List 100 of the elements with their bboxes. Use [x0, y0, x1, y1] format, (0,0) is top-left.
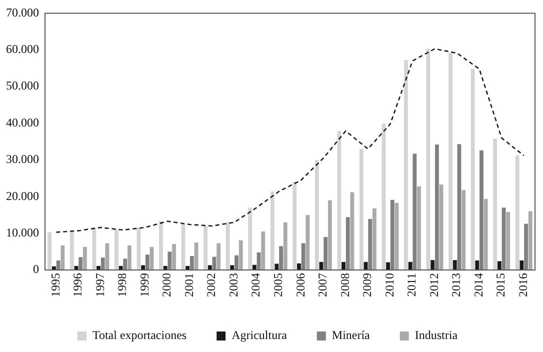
y-tick-label: 60.000	[6, 42, 39, 56]
bar	[346, 217, 350, 270]
bar	[497, 261, 502, 270]
legend-label: Total exportaciones	[92, 328, 187, 342]
bar	[515, 156, 520, 270]
bar	[230, 265, 234, 270]
legend-label: Minería	[332, 328, 371, 342]
bar	[408, 262, 412, 270]
x-tick-label: 2005	[271, 273, 286, 297]
y-tick-label: 30.000	[6, 152, 39, 166]
bar	[301, 243, 306, 270]
bar	[70, 230, 74, 270]
bar	[292, 182, 297, 270]
bar	[462, 190, 466, 270]
bar	[238, 240, 243, 270]
bar	[350, 192, 354, 270]
bar	[386, 262, 390, 270]
x-tick-label: 2015	[494, 273, 508, 297]
x-tick-label: 2013	[449, 273, 464, 297]
bar	[168, 252, 172, 270]
bar	[337, 130, 342, 270]
bar	[226, 222, 230, 270]
bar	[105, 243, 110, 270]
x-tick-label: 2007	[316, 273, 330, 297]
bar	[208, 265, 212, 270]
bar	[123, 258, 128, 270]
bar	[248, 208, 252, 270]
bar	[145, 254, 150, 270]
x-tick-label: 2012	[426, 273, 441, 297]
bar	[190, 256, 194, 270]
bar	[261, 231, 266, 270]
bar	[252, 264, 256, 270]
bar	[520, 260, 524, 270]
bar	[480, 150, 484, 270]
bar	[234, 255, 238, 270]
y-tick-label: 20.000	[6, 188, 39, 203]
x-tick-label: 2003	[226, 273, 240, 297]
x-tick-label: 2006	[293, 273, 308, 297]
legend-label: Agricultura	[232, 328, 288, 342]
bar	[324, 236, 328, 270]
x-tick-label: 2014	[471, 273, 486, 297]
bar	[390, 200, 394, 270]
x-tick-label: 2004	[248, 273, 263, 297]
x-tick-label: 2001	[182, 273, 196, 297]
bar	[159, 221, 163, 270]
bar	[283, 222, 288, 270]
bar	[434, 144, 439, 270]
bar	[448, 52, 452, 270]
bar	[430, 260, 435, 270]
bar	[372, 208, 376, 270]
bar	[270, 191, 274, 270]
bar	[452, 260, 457, 270]
bar	[493, 138, 498, 270]
bar	[279, 246, 283, 270]
bar	[82, 246, 87, 270]
bar	[141, 265, 146, 270]
bar	[368, 219, 372, 270]
x-tick-label: 1999	[137, 273, 152, 297]
bar	[412, 154, 417, 270]
legend-label: Industria	[414, 328, 458, 342]
x-tick-label: 1995	[48, 273, 62, 297]
x-tick-label: 2008	[338, 273, 352, 297]
bar	[524, 224, 528, 270]
bar	[216, 243, 221, 270]
bar	[48, 232, 52, 270]
bar	[342, 262, 346, 270]
x-tick-label: 2011	[404, 273, 419, 297]
bar	[274, 264, 279, 270]
x-tick-label: 2010	[382, 273, 396, 297]
bar	[484, 198, 488, 270]
bar	[56, 260, 60, 270]
bar	[328, 200, 332, 270]
bar	[60, 245, 65, 270]
bar	[297, 263, 301, 270]
bar	[314, 160, 319, 270]
bar	[528, 211, 532, 270]
bar	[506, 212, 510, 270]
x-tick-label: 1996	[70, 273, 85, 297]
bar	[417, 186, 421, 270]
bar	[359, 148, 364, 270]
x-tick-label: 2002	[204, 273, 218, 297]
bar	[92, 228, 96, 270]
bar	[172, 244, 176, 270]
bar	[128, 245, 132, 270]
bar	[204, 226, 208, 270]
bar	[78, 257, 83, 270]
x-tick-label: 2009	[360, 273, 374, 297]
bar	[306, 214, 310, 270]
bar	[404, 60, 408, 270]
x-tick-label: 2016	[516, 273, 530, 297]
bar	[100, 258, 105, 270]
y-tick-label: 50.000	[6, 78, 39, 93]
y-tick-label: 40.000	[6, 115, 39, 130]
x-tick-label: 2000	[160, 273, 174, 297]
y-tick-label: 0	[33, 262, 39, 276]
bar	[475, 260, 480, 270]
bar	[470, 68, 475, 270]
x-tick-label: 1998	[115, 273, 130, 297]
line-series	[55, 48, 525, 233]
y-tick-label: 10.000	[6, 225, 39, 240]
